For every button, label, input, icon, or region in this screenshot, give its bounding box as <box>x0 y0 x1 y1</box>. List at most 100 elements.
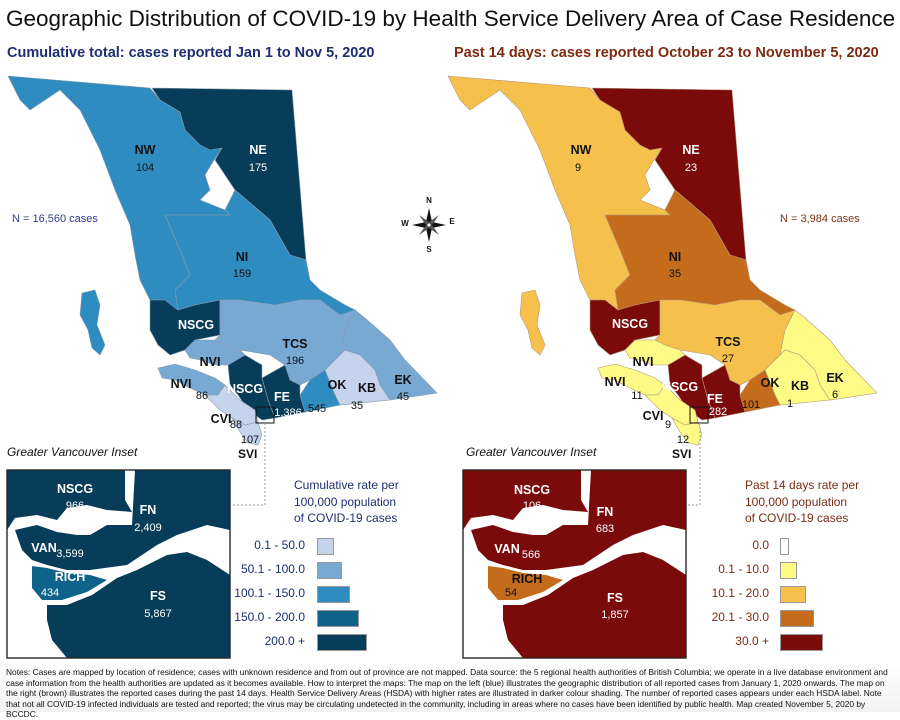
inset-region-value: 2,409 <box>134 522 162 534</box>
region-label: TCS <box>715 335 741 349</box>
legend-item: 50.1 - 100.0 <box>241 562 410 581</box>
region-label: SVI <box>672 447 692 461</box>
region-haida-gwaii <box>79 289 106 356</box>
region-value: 107 <box>240 434 260 446</box>
legend-swatch <box>780 610 814 627</box>
inset-locator-box-right <box>689 406 709 424</box>
region-label: NI <box>668 250 682 264</box>
region-label: TCS <box>282 337 308 351</box>
legend-title-line: of COVID-19 cases <box>294 511 398 525</box>
region-label: NVI <box>170 377 192 391</box>
region-label: EK <box>394 373 412 387</box>
legend-label: 0.1 - 10.0 <box>718 562 769 576</box>
legend-swatch <box>780 634 823 651</box>
legend-swatch <box>780 562 797 579</box>
legend-label: 150.0 - 200.0 <box>234 610 305 624</box>
region-label: CVI <box>210 412 232 426</box>
inset-region-value: 1,857 <box>601 609 629 621</box>
region-value: 101 <box>741 399 761 411</box>
region-label: KB <box>790 379 810 393</box>
region-value: 27 <box>721 353 735 365</box>
compass-n: N <box>426 196 432 205</box>
legend-item: 0.1 - 50.0 <box>254 538 410 557</box>
region-label: OK <box>327 378 347 392</box>
region-value: 175 <box>248 162 268 174</box>
left-inset-title: Greater Vancouver Inset <box>7 445 138 459</box>
legend-item: 30.0 + <box>730 634 880 653</box>
region-value: 196 <box>285 355 305 367</box>
legend-title-line: 100,000 population <box>745 494 848 509</box>
legend-label: 200.0 + <box>264 634 305 648</box>
inset-region-value: 966 <box>65 500 85 512</box>
legend-swatch <box>780 538 789 555</box>
region-value: 45 <box>396 391 410 403</box>
region-label: SVI <box>238 447 258 461</box>
legend-title-line: Cumulative rate per <box>294 478 399 492</box>
region-value: 88 <box>229 419 243 431</box>
region-value: 9 <box>664 419 672 431</box>
legend-item: 0.1 - 10.0 <box>718 562 880 581</box>
compass-w: W <box>401 219 409 228</box>
inset-region-value: 3,599 <box>56 548 84 560</box>
region-label: OK <box>760 376 780 390</box>
legend-swatch <box>317 610 359 627</box>
legend-label: 10.1 - 20.0 <box>711 586 769 600</box>
region-value: 6 <box>831 389 839 401</box>
region-value: 159 <box>232 268 252 280</box>
legend-swatch <box>317 586 350 603</box>
inset-region-label: VAN <box>31 541 57 555</box>
region-value: 1 <box>786 398 794 410</box>
inset-region-label: FN <box>596 505 614 519</box>
inset-region-label: FN <box>139 503 157 517</box>
inset-region-label: VAN <box>494 542 520 556</box>
legend-item: 20.1 - 30.0 <box>712 610 880 629</box>
legend-title-line: of COVID-19 cases <box>745 511 849 525</box>
region-label: NVI <box>632 355 654 369</box>
region-value: 11 <box>631 390 643 402</box>
inset-region-label: RICH <box>54 570 86 584</box>
region-value: 35 <box>668 268 682 280</box>
region-label: EK <box>826 371 844 385</box>
region-value: 9 <box>574 162 582 174</box>
right-inset-title: Greater Vancouver Inset <box>466 445 597 459</box>
region-label: NE <box>682 143 700 157</box>
region-haida-gwaii <box>519 289 546 356</box>
region-value: 35 <box>350 400 364 412</box>
inset-region-label: NSCG <box>513 483 551 497</box>
compass-s: S <box>426 245 432 254</box>
right-map-subtitle: Past 14 days: cases reported October 23 … <box>454 45 879 61</box>
region-value: 12 <box>676 434 690 446</box>
left-legend-title: Cumulative rate per 100,000 population o… <box>294 477 399 527</box>
region-label: NVI <box>199 355 221 369</box>
inset-region-label: NSCG <box>56 482 94 496</box>
legend-label: 0.0 <box>752 538 769 552</box>
inset-region-label: RICH <box>511 572 543 586</box>
right-legend-title: Past 14 days rate per 100,000 population… <box>745 477 859 527</box>
region-label: NI <box>235 250 249 264</box>
region-label: NVI <box>604 375 626 389</box>
legend-label: 30.0 + <box>735 634 769 648</box>
region-label: NSCG <box>226 382 264 396</box>
legend-item: 200.0 + <box>260 634 410 653</box>
inset-region-value: 54 <box>504 587 518 599</box>
inset-region-value: 106 <box>522 500 542 512</box>
legend-label: 100.1 - 150.0 <box>234 586 305 600</box>
region-value: 282 <box>708 406 728 418</box>
region-label: CVI <box>642 409 664 423</box>
region-label: NSCG <box>611 317 649 331</box>
region-label: FE <box>274 390 290 404</box>
maps-canvas <box>6 75 878 659</box>
legend-item: 150.0 - 200.0 <box>234 610 410 629</box>
left-n-cases: N = 16,560 cases <box>12 213 98 225</box>
region-value: 23 <box>684 162 698 174</box>
region-label: NE <box>249 143 267 157</box>
inset-region-label: FS <box>150 589 166 603</box>
inset-region-value: 566 <box>521 549 541 561</box>
legend-item: 0.0 <box>730 538 880 557</box>
page-title: Geographic Distribution of COVID-19 by H… <box>6 6 896 31</box>
legend-item: 100.1 - 150.0 <box>234 586 410 605</box>
legend-swatch <box>317 538 334 555</box>
legend-swatch <box>317 562 342 579</box>
left-inset-map <box>6 469 231 659</box>
region-label: FE <box>707 392 723 406</box>
